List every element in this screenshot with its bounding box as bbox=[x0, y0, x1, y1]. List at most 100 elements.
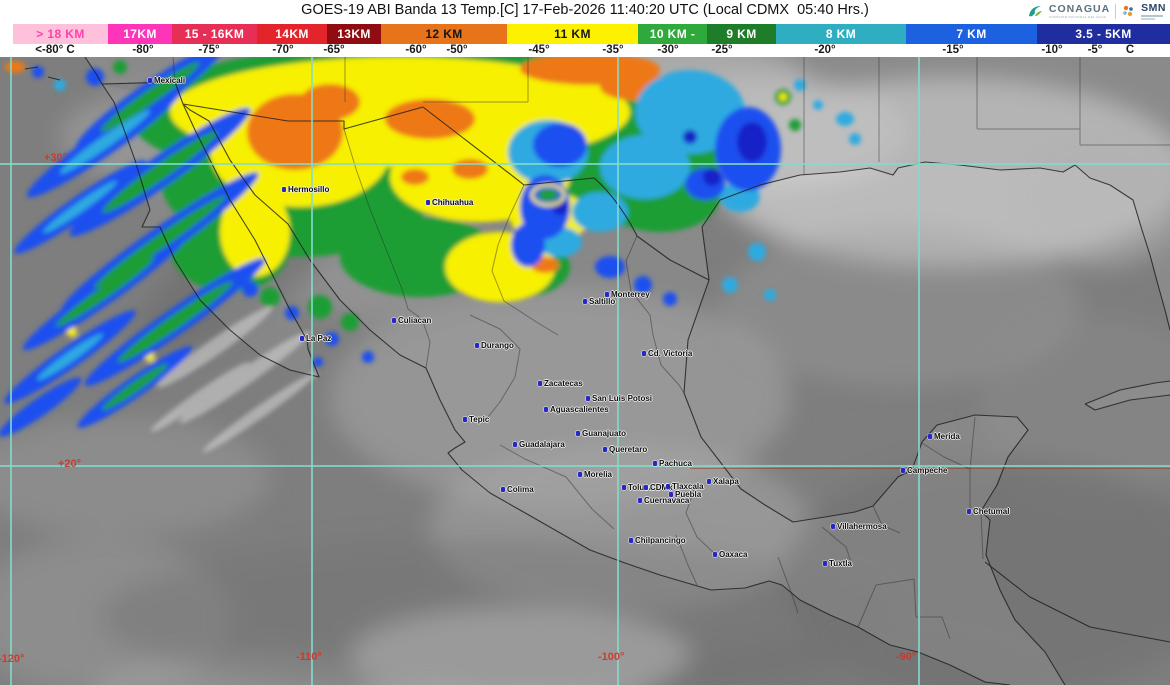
city-dot-icon bbox=[669, 492, 673, 497]
aux-red-line bbox=[690, 468, 1170, 469]
city-marker: Merida bbox=[928, 432, 960, 441]
precipitation-overlay bbox=[0, 57, 861, 453]
temp-tick: -75° bbox=[198, 44, 220, 56]
city-label: Chilpancingo bbox=[635, 536, 686, 545]
city-label: Monterrey bbox=[611, 290, 650, 299]
city-label: Puebla bbox=[675, 490, 702, 499]
legend-segment: 10 KM - bbox=[638, 24, 707, 44]
city-dot-icon bbox=[538, 381, 542, 386]
city-marker: Chilpancingo bbox=[629, 536, 686, 545]
legend-segment: > 18 KM bbox=[13, 24, 108, 44]
city-dot-icon bbox=[901, 468, 905, 473]
city-dot-icon bbox=[653, 461, 657, 466]
temp-tick: -60° bbox=[405, 44, 427, 56]
city-marker: Queretaro bbox=[603, 445, 647, 454]
grid-line-vertical bbox=[617, 57, 619, 685]
city-marker: Morelia bbox=[578, 470, 612, 479]
city-label: Chihuahua bbox=[432, 198, 474, 207]
city-dot-icon bbox=[831, 524, 835, 529]
city-dot-icon bbox=[282, 187, 286, 192]
city-dot-icon bbox=[622, 485, 626, 490]
city-label: San Luis Potosi bbox=[592, 394, 653, 403]
city-marker: La Paz bbox=[300, 334, 331, 343]
city-label: Oaxaca bbox=[719, 550, 748, 559]
city-marker: Chetumal bbox=[967, 507, 1009, 516]
city-marker: Chihuahua bbox=[426, 198, 473, 207]
city-label: Guanajuato bbox=[582, 429, 627, 438]
city-label: Queretaro bbox=[609, 445, 648, 454]
legend-segment: 9 KM bbox=[707, 24, 776, 44]
temp-tick: -80° bbox=[132, 44, 154, 56]
city-dot-icon bbox=[475, 343, 479, 348]
city-dot-icon bbox=[603, 447, 607, 452]
city-label: Colima bbox=[507, 485, 534, 494]
city-dot-icon bbox=[586, 396, 590, 401]
temperature-scale: <-80° C -80° -75° -70° -65° -60° -50° -45° -35° -… bbox=[0, 44, 1170, 57]
temp-tick: -20° bbox=[814, 44, 836, 56]
grid-line-horizontal bbox=[0, 465, 1170, 467]
city-dot-icon bbox=[148, 78, 152, 83]
temp-tick: -25° bbox=[711, 44, 733, 56]
state-borders bbox=[172, 57, 1170, 640]
city-marker: Xalapa bbox=[707, 477, 739, 486]
city-label: Tlaxcala bbox=[672, 482, 704, 491]
city-dot-icon bbox=[544, 407, 548, 412]
city-marker: Guanajuato bbox=[576, 429, 626, 438]
city-marker: Colima bbox=[501, 485, 534, 494]
city-label: Guadalajara bbox=[519, 440, 565, 449]
city-marker: Cuernavaca bbox=[638, 496, 689, 505]
city-label: Durango bbox=[481, 341, 514, 350]
coordinate-label: +20° bbox=[58, 458, 82, 470]
temp-tick: C bbox=[1125, 44, 1135, 56]
city-dot-icon bbox=[666, 484, 670, 489]
city-marker: Toluca bbox=[622, 483, 653, 492]
city-dot-icon bbox=[576, 431, 580, 436]
city-marker: Tuxtla bbox=[823, 559, 852, 568]
coordinate-label: -90° bbox=[896, 651, 917, 663]
city-dot-icon bbox=[967, 509, 971, 514]
city-label: Pachuca bbox=[659, 459, 692, 468]
grid-line-vertical bbox=[918, 57, 920, 685]
city-label: Tepic bbox=[469, 415, 490, 424]
city-dot-icon bbox=[707, 479, 711, 484]
city-marker: Aguascalientes bbox=[544, 405, 609, 414]
legend-segment: 15 - 16KM bbox=[172, 24, 257, 44]
city-dot-icon bbox=[629, 538, 633, 543]
grid-line-horizontal bbox=[0, 163, 1170, 165]
coastlines bbox=[24, 57, 1170, 685]
city-label: Hermosillo bbox=[288, 185, 330, 194]
city-marker: Campeche bbox=[901, 466, 947, 475]
city-marker: Zacatecas bbox=[538, 379, 583, 388]
legend-segment: 13KM bbox=[327, 24, 381, 44]
city-dot-icon bbox=[583, 299, 587, 304]
city-dot-icon bbox=[463, 417, 467, 422]
city-marker: Cd. Victoria bbox=[642, 349, 692, 358]
temp-tick: -45° bbox=[528, 44, 550, 56]
city-label: Cd. Victoria bbox=[648, 349, 693, 358]
city-label: La Paz bbox=[306, 334, 332, 343]
city-marker: Hermosillo bbox=[282, 185, 329, 194]
city-marker: Guadalajara bbox=[513, 440, 565, 449]
coordinate-label: +30° bbox=[44, 152, 68, 164]
city-dot-icon bbox=[605, 292, 609, 297]
cloud-texture bbox=[0, 57, 1170, 685]
coordinate-label: -120° bbox=[0, 653, 25, 665]
ringed-cell bbox=[530, 93, 787, 207]
altitude-legend: > 18 KM 17KM 15 - 16KM 14KM 13KM 12 KM 11 KM 10… bbox=[0, 24, 1170, 44]
temp-tick: -70° bbox=[272, 44, 294, 56]
city-marker: Tepic bbox=[463, 415, 489, 424]
city-marker: Durango bbox=[475, 341, 514, 350]
city-dot-icon bbox=[638, 498, 642, 503]
city-dot-icon bbox=[426, 200, 430, 205]
city-marker: Pachuca bbox=[653, 459, 692, 468]
smn-logo: SMN bbox=[1141, 3, 1166, 20]
streak-bands bbox=[0, 57, 801, 437]
grid-line-vertical bbox=[10, 57, 12, 685]
city-dot-icon bbox=[713, 552, 717, 557]
temp-tick: -50° bbox=[446, 44, 468, 56]
city-marker: Oaxaca bbox=[713, 550, 747, 559]
city-marker: Monterrey bbox=[605, 290, 650, 299]
temp-tick: -5° bbox=[1087, 44, 1103, 56]
conagua-icon bbox=[1028, 6, 1042, 17]
grid-line-vertical bbox=[311, 57, 313, 685]
